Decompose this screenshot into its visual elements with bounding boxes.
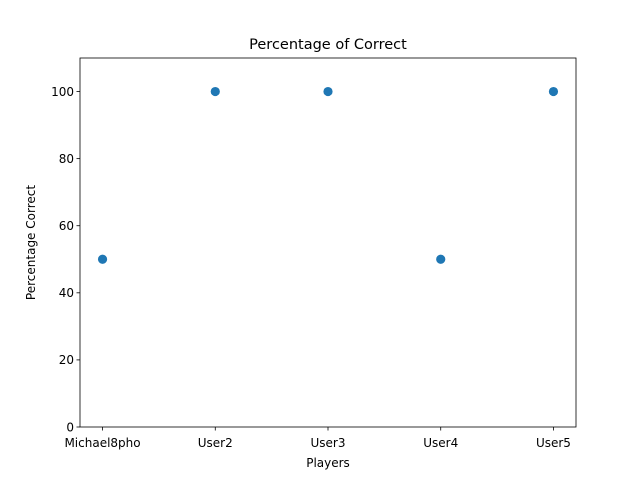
- y-axis: 0 20 40 60 80 100: [51, 85, 80, 434]
- data-point-2: [210, 86, 220, 97]
- y-tick-label-60: 60: [59, 219, 74, 233]
- x-axis-label: Players: [306, 456, 350, 470]
- data-point-3: [323, 86, 333, 97]
- y-tick-label-20: 20: [59, 353, 74, 367]
- x-tick-label-2: User2: [198, 436, 233, 450]
- x-tick-label-5: User5: [536, 436, 571, 450]
- data-points: [97, 86, 559, 264]
- y-tick-label-40: 40: [59, 286, 74, 300]
- x-tick-label-3: User3: [311, 436, 346, 450]
- data-point-4: [436, 254, 446, 264]
- y-tick-label-100: 100: [51, 85, 74, 99]
- chart-title: Percentage of Correct: [249, 37, 407, 53]
- data-point-1: [97, 254, 108, 264]
- x-axis: Michael8pho User2 User3 User4 User5: [64, 427, 571, 450]
- y-tick-label-80: 80: [59, 152, 74, 166]
- y-axis-label: Percentage Correct: [24, 185, 38, 300]
- y-tick-label-0: 0: [66, 420, 74, 434]
- x-tick-label-4: User4: [423, 436, 458, 450]
- x-tick-label-1: Michael8pho: [64, 436, 140, 450]
- data-point-5: [548, 86, 559, 97]
- plot-area-frame: [79, 57, 577, 428]
